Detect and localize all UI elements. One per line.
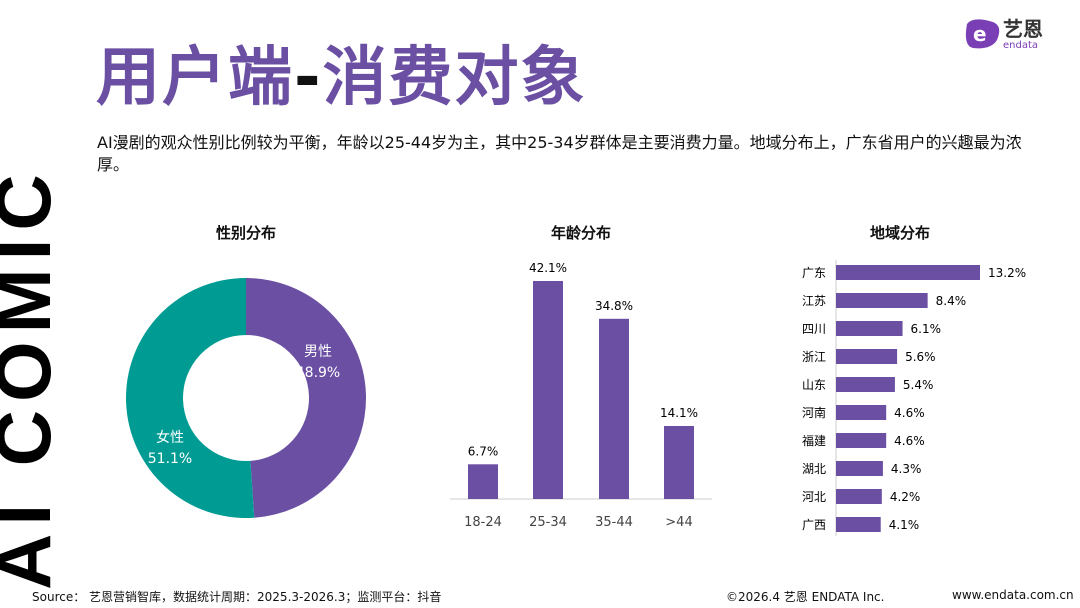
region-bar xyxy=(836,293,928,308)
region-tick-label: 四川 xyxy=(802,322,826,336)
slice-value-label: 51.1% xyxy=(148,451,192,467)
slice-category-label: 女性 xyxy=(156,429,184,446)
region-bar-label: 4.6% xyxy=(894,434,925,448)
summary-text: AI漫剧的观众性别比例较为平衡，年龄以25-44岁为主，其中25-34岁群体是主… xyxy=(97,133,1022,174)
svg-text:e: e xyxy=(973,22,987,46)
region-tick-label: 湖北 xyxy=(802,461,826,476)
region-tick-label: 河北 xyxy=(802,490,826,504)
age-tick-label: 35-44 xyxy=(595,515,633,530)
region-bar xyxy=(836,433,887,448)
age-chart-title: 年龄分布 xyxy=(550,224,612,242)
gender-chart-title: 性别分布 xyxy=(215,224,277,242)
region-bar-label: 4.6% xyxy=(894,406,925,420)
region-bar xyxy=(836,405,887,420)
age-tick-label: >44 xyxy=(665,515,692,530)
svg-text:艺恩: 艺恩 xyxy=(1003,17,1043,41)
region-bar-label: 13.2% xyxy=(988,266,1026,280)
age-tick-label: 25-34 xyxy=(529,515,567,530)
age-tick-label: 18-24 xyxy=(464,515,502,530)
age-bar-label: 34.8% xyxy=(595,299,633,313)
age-bar-label: 42.1% xyxy=(529,261,567,275)
region-bar-label: 5.4% xyxy=(903,378,934,392)
region-tick-label: 浙江 xyxy=(802,350,826,364)
region-tick-label: 山东 xyxy=(802,378,826,392)
region-bar xyxy=(836,517,881,532)
slice-category-label: 男性 xyxy=(304,344,332,360)
page-title: 用户端-消费对象 xyxy=(96,26,587,118)
region-bar xyxy=(836,349,898,364)
region-bar-label: 4.3% xyxy=(891,462,922,476)
region-bar xyxy=(836,489,882,504)
age-bar xyxy=(468,464,498,499)
title-rest: 消费对象 xyxy=(322,41,587,115)
source-note: Source： 艺恩营销智库，数据统计周期：2025.3-2026.3；监测平台… xyxy=(32,590,442,604)
endata-logo: e 艺恩 endata xyxy=(963,14,1073,50)
region-tick-label: 广西 xyxy=(802,518,826,532)
age-bar-label: 6.7% xyxy=(468,444,499,458)
svg-text:endata: endata xyxy=(1003,40,1038,50)
region-bar-label: 6.1% xyxy=(911,322,942,336)
region-bar-label: 4.1% xyxy=(889,518,920,532)
age-bar-label: 14.1% xyxy=(660,406,698,420)
region-chart-title: 地域分布 xyxy=(869,224,931,242)
region-bar xyxy=(836,377,895,392)
slice-value-label: 48.9% xyxy=(296,365,340,381)
website-link[interactable]: www.endata.com.cn xyxy=(952,588,1074,602)
region-bar-label: 8.4% xyxy=(936,294,967,308)
region-bar xyxy=(836,321,903,336)
donut-slice-0 xyxy=(246,277,367,518)
donut-slice-1 xyxy=(126,278,255,518)
region-tick-label: 广东 xyxy=(802,266,826,280)
copyright: ©2026.4 艺恩 ENDATA Inc. xyxy=(726,590,885,604)
region-tick-label: 江苏 xyxy=(802,294,826,308)
region-tick-label: 河南 xyxy=(802,405,826,420)
age-bar xyxy=(599,318,629,499)
title-main: 用户端 xyxy=(96,41,294,115)
region-bar-label: 5.6% xyxy=(905,350,936,364)
region-tick-label: 福建 xyxy=(802,433,826,448)
region-bar xyxy=(836,461,883,476)
title-dash: - xyxy=(294,41,323,115)
region-bar-label: 4.2% xyxy=(890,490,921,504)
region-bar xyxy=(836,265,980,280)
age-bar xyxy=(664,425,694,499)
age-bar xyxy=(533,281,563,499)
